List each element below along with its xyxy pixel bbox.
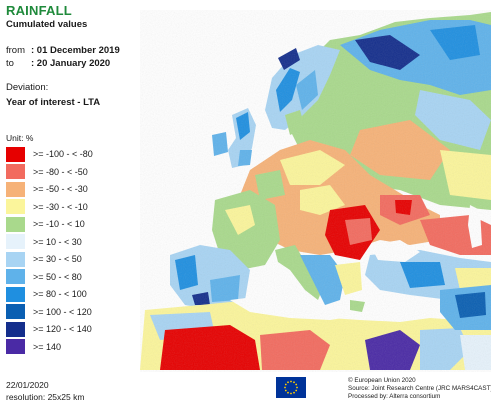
legend-item: >= 120 - < 140 xyxy=(6,321,93,338)
legend-swatch xyxy=(6,181,25,197)
period-from: from : 01 December 2019 xyxy=(6,45,120,56)
to-label: to xyxy=(6,58,14,69)
legend-item: >= 140 xyxy=(6,339,93,356)
legend-label: >= 120 - < 140 xyxy=(33,324,92,335)
map-subtitle: Cumulated values xyxy=(6,19,88,30)
period-to: to : 20 January 2020 xyxy=(6,58,110,69)
legend-label: >= 140 xyxy=(33,341,62,352)
map-date: 22/01/2020 xyxy=(6,380,49,390)
eu-flag-icon xyxy=(276,377,306,398)
legend-item: >= 100 - < 120 xyxy=(6,304,93,321)
legend-swatch xyxy=(6,146,25,162)
legend-label: >= -100 - < -80 xyxy=(33,149,93,160)
legend-label: >= -10 - < 10 xyxy=(33,219,85,230)
credit-processed: Processed by: Alterra consortium xyxy=(348,393,441,400)
legend-label: >= 80 - < 100 xyxy=(33,289,87,300)
from-label: from xyxy=(6,45,25,56)
map-title: RAINFALL xyxy=(6,3,72,18)
legend-label: >= -80 - < -50 xyxy=(33,166,88,177)
legend-item: >= 10 - < 30 xyxy=(6,234,93,251)
legend-swatch xyxy=(6,234,25,250)
legend-item: >= -50 - < -30 xyxy=(6,181,93,198)
legend-swatch xyxy=(6,304,25,320)
credits: © European Union 2020 Source: Joint Rese… xyxy=(348,377,491,401)
legend-swatch xyxy=(6,321,25,337)
map-resolution: resolution: 25x25 km xyxy=(6,392,85,402)
legend-label: >= -30 - < -10 xyxy=(33,201,88,212)
deviation-label: Deviation: xyxy=(6,82,49,93)
legend-item: >= 50 - < 80 xyxy=(6,269,93,286)
legend: >= -100 - < -80 >= -80 - < -50 >= -50 - < … xyxy=(6,146,93,356)
legend-swatch xyxy=(6,339,25,355)
legend-label: >= 10 - < 30 xyxy=(33,236,82,247)
legend-item: >= -10 - < 10 xyxy=(6,216,93,233)
deviation-value: Year of interest - LTA xyxy=(6,97,101,108)
from-value: : 01 December 2019 xyxy=(31,45,120,56)
legend-swatch xyxy=(6,216,25,232)
legend-swatch xyxy=(6,199,25,215)
credit-source: Source: Joint Research Centre (JRC MARS4… xyxy=(348,385,491,392)
legend-swatch xyxy=(6,164,25,180)
legend-item: >= -100 - < -80 xyxy=(6,146,93,163)
to-value: : 20 January 2020 xyxy=(31,58,111,69)
legend-unit: Unit: % xyxy=(6,133,34,143)
legend-item: >= -80 - < -50 xyxy=(6,164,93,181)
legend-item: >= 80 - < 100 xyxy=(6,286,93,303)
legend-item: >= 30 - < 50 xyxy=(6,251,93,268)
legend-swatch xyxy=(6,286,25,302)
legend-swatch xyxy=(6,269,25,285)
legend-label: >= 30 - < 50 xyxy=(33,254,82,265)
legend-item: >= -30 - < -10 xyxy=(6,199,93,216)
legend-label: >= 100 - < 120 xyxy=(33,306,92,317)
legend-label: >= -50 - < -30 xyxy=(33,184,88,195)
legend-swatch xyxy=(6,251,25,267)
credit-copyright: © European Union 2020 xyxy=(348,377,416,384)
legend-label: >= 50 - < 80 xyxy=(33,271,82,282)
